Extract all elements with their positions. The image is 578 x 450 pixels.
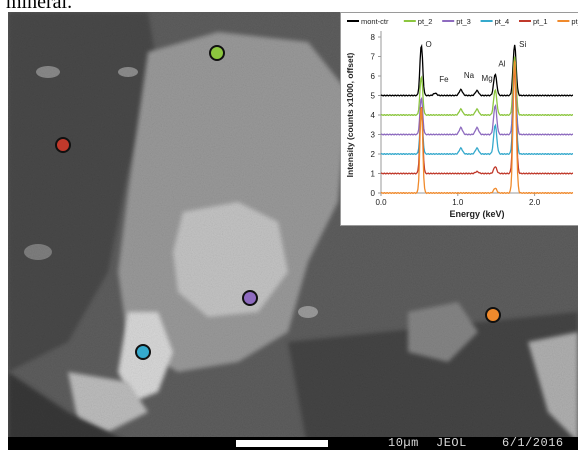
peak-label-Mg: Mg: [482, 74, 493, 83]
series-line-pt_4: [380, 66, 574, 156]
y-tick-label: 7: [371, 53, 376, 62]
legend-label-pt_3: pt_3: [456, 17, 471, 26]
x-axis-label: Energy (keV): [449, 209, 504, 219]
y-tick-label: 2: [371, 150, 376, 159]
marker-pt-1: [55, 137, 71, 153]
y-tick-label: 4: [371, 111, 376, 120]
marker-pt-2: [209, 45, 225, 61]
peak-label-Fe: Fe: [439, 75, 449, 84]
peak-label-Na: Na: [464, 71, 475, 80]
peak-label-Si: Si: [519, 40, 526, 49]
x-tick-label: 0.0: [375, 198, 387, 207]
scale-bar: [236, 440, 328, 447]
y-axis-label: Intensity (counts x1000, offset): [345, 52, 355, 177]
series-line-pt_3: [380, 64, 574, 136]
marker-pt-5: [485, 307, 501, 323]
x-tick-label: 1.0: [452, 198, 464, 207]
series-line-mont-ctr: [380, 43, 574, 97]
y-tick-label: 5: [371, 92, 376, 101]
y-tick-label: 6: [371, 72, 376, 81]
eds-spectrum-chart: 0 1 2 3 4 5 6 7 8 0.0 1.0 2.0 Energy (keV) Intensity …: [340, 12, 578, 226]
marker-pt-3: [242, 290, 258, 306]
y-tick-label: 8: [371, 33, 376, 42]
peak-label-O: O: [425, 40, 431, 49]
legend-label-pt_: pt_: [571, 17, 578, 26]
caption-fragment: mineral.: [6, 0, 73, 13]
series-line-pt_2: [380, 56, 574, 117]
legend-label-pt_2: pt_2: [418, 17, 433, 26]
series-line-pt_1: [380, 66, 574, 175]
peak-label-Al: Al: [498, 59, 505, 68]
chart-svg: 0 1 2 3 4 5 6 7 8 0.0 1.0 2.0 Energy (keV) Intensity …: [345, 17, 578, 219]
series-line-pt_: [380, 60, 574, 195]
y-tick-label: 0: [371, 189, 376, 198]
sem-footer: 10µm JEOL 6/1/2016: [8, 436, 578, 450]
legend-label-pt_1: pt_1: [533, 17, 548, 26]
date-label: 6/1/2016: [502, 436, 564, 450]
y-tick-label: 3: [371, 131, 376, 140]
x-tick-label: 2.0: [529, 198, 541, 207]
y-tick-label: 1: [371, 170, 376, 179]
scale-label: 10µm: [388, 436, 419, 450]
brand-label: JEOL: [436, 436, 467, 450]
legend-label-mont-ctr: mont-ctr: [361, 17, 389, 26]
legend-label-pt_4: pt_4: [495, 17, 510, 26]
marker-pt-4: [135, 344, 151, 360]
